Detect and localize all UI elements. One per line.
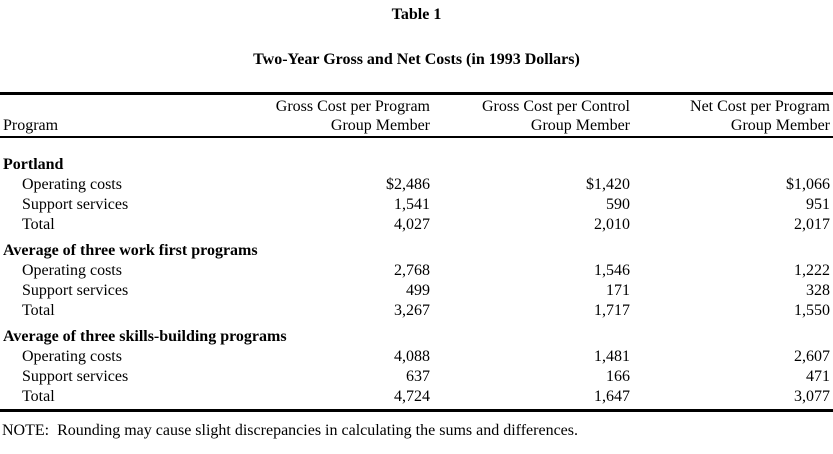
row-label: Support services bbox=[22, 368, 129, 385]
table-row-operating-costs: Operating costs 2,768 1,546 1,222 bbox=[0, 261, 833, 281]
row-label: Operating costs bbox=[22, 262, 122, 279]
cell-gross-control: 1,481 bbox=[594, 348, 630, 365]
section-name: Portland bbox=[3, 156, 64, 173]
cell-gross-program: 2,768 bbox=[394, 262, 430, 279]
cell-gross-control: 590 bbox=[606, 196, 630, 213]
cell-gross-program: 4,088 bbox=[394, 348, 430, 365]
cell-net-program: 3,077 bbox=[794, 388, 830, 405]
table-row-support-services: Support services 637 166 471 bbox=[0, 367, 833, 387]
row-label: Total bbox=[22, 216, 55, 233]
row-label: Operating costs bbox=[22, 348, 122, 365]
section-header-portland: Portland bbox=[0, 155, 833, 175]
column-header-program: Program bbox=[3, 117, 59, 134]
table-top-rule bbox=[0, 92, 833, 95]
column-header-gross-cost-program-group: Gross Cost per Program Group Member bbox=[240, 97, 430, 135]
row-label: Operating costs bbox=[22, 176, 122, 193]
cell-net-program: 1,222 bbox=[794, 262, 830, 279]
table-header-rule bbox=[0, 136, 833, 138]
row-label: Total bbox=[22, 302, 55, 319]
cell-gross-control: 1,717 bbox=[594, 302, 630, 319]
cell-gross-program: 499 bbox=[406, 282, 430, 299]
cell-net-program: 2,017 bbox=[794, 216, 830, 233]
cell-net-program: 951 bbox=[806, 196, 830, 213]
header-line-2: Group Member bbox=[330, 117, 430, 134]
header-line-1: Gross Cost per Program bbox=[275, 98, 430, 115]
cell-gross-control: 1,546 bbox=[594, 262, 630, 279]
table-subtitle: Two-Year Gross and Net Costs (in 1993 Do… bbox=[253, 51, 580, 68]
cost-table: Program Gross Cost per Program Group Mem… bbox=[0, 92, 833, 441]
column-header-net-cost-program-group: Net Cost per Program Group Member bbox=[630, 97, 830, 135]
cell-gross-control: $1,420 bbox=[586, 176, 630, 193]
table-row-operating-costs: Operating costs 4,088 1,481 2,607 bbox=[0, 347, 833, 367]
cell-net-program: 471 bbox=[806, 368, 830, 385]
table-row-operating-costs: Operating costs $2,486 $1,420 $1,066 bbox=[0, 175, 833, 195]
table-row-total: Total 4,724 1,647 3,077 bbox=[0, 387, 833, 407]
cell-gross-program: 4,724 bbox=[394, 388, 430, 405]
table-number-title: Table 1 bbox=[391, 6, 442, 23]
row-label: Support services bbox=[22, 196, 129, 213]
section-name: Average of three work first programs bbox=[3, 242, 258, 259]
table-row-support-services: Support services 1,541 590 951 bbox=[0, 195, 833, 215]
section-header-skills-building: Average of three skills-building program… bbox=[0, 327, 833, 347]
row-label: Support services bbox=[22, 282, 129, 299]
cell-net-program: 1,550 bbox=[794, 302, 830, 319]
header-line-2: Group Member bbox=[530, 117, 630, 134]
header-line-2: Group Member bbox=[730, 117, 830, 134]
cell-gross-program: $2,486 bbox=[386, 176, 430, 193]
section-header-work-first: Average of three work first programs bbox=[0, 241, 833, 261]
table-row-total: Total 3,267 1,717 1,550 bbox=[0, 301, 833, 321]
cell-gross-program: 637 bbox=[406, 368, 430, 385]
section-name: Average of three skills-building program… bbox=[3, 328, 287, 345]
cell-gross-control: 2,010 bbox=[594, 216, 630, 233]
table-note: NOTE: Rounding may cause slight discrepa… bbox=[2, 422, 578, 439]
header-line-1: Gross Cost per Control bbox=[482, 98, 630, 115]
cell-net-program: 328 bbox=[806, 282, 830, 299]
table-row-support-services: Support services 499 171 328 bbox=[0, 281, 833, 301]
cell-gross-program: 4,027 bbox=[394, 216, 430, 233]
cell-gross-control: 166 bbox=[606, 368, 630, 385]
cell-gross-program: 1,541 bbox=[394, 196, 430, 213]
cell-net-program: 2,607 bbox=[794, 348, 830, 365]
row-label: Total bbox=[22, 388, 55, 405]
table-header-row: Program Gross Cost per Program Group Mem… bbox=[0, 95, 833, 136]
header-line-1: Net Cost per Program bbox=[690, 98, 830, 115]
cell-net-program: $1,066 bbox=[786, 176, 830, 193]
column-header-gross-cost-control-group: Gross Cost per Control Group Member bbox=[430, 97, 630, 135]
table-body: Portland Operating costs $2,486 $1,420 $… bbox=[0, 138, 833, 407]
table-bottom-rule bbox=[0, 409, 833, 412]
cell-gross-control: 171 bbox=[606, 282, 630, 299]
cell-gross-control: 1,647 bbox=[594, 388, 630, 405]
cell-gross-program: 3,267 bbox=[394, 302, 430, 319]
table-row-total: Total 4,027 2,010 2,017 bbox=[0, 215, 833, 235]
